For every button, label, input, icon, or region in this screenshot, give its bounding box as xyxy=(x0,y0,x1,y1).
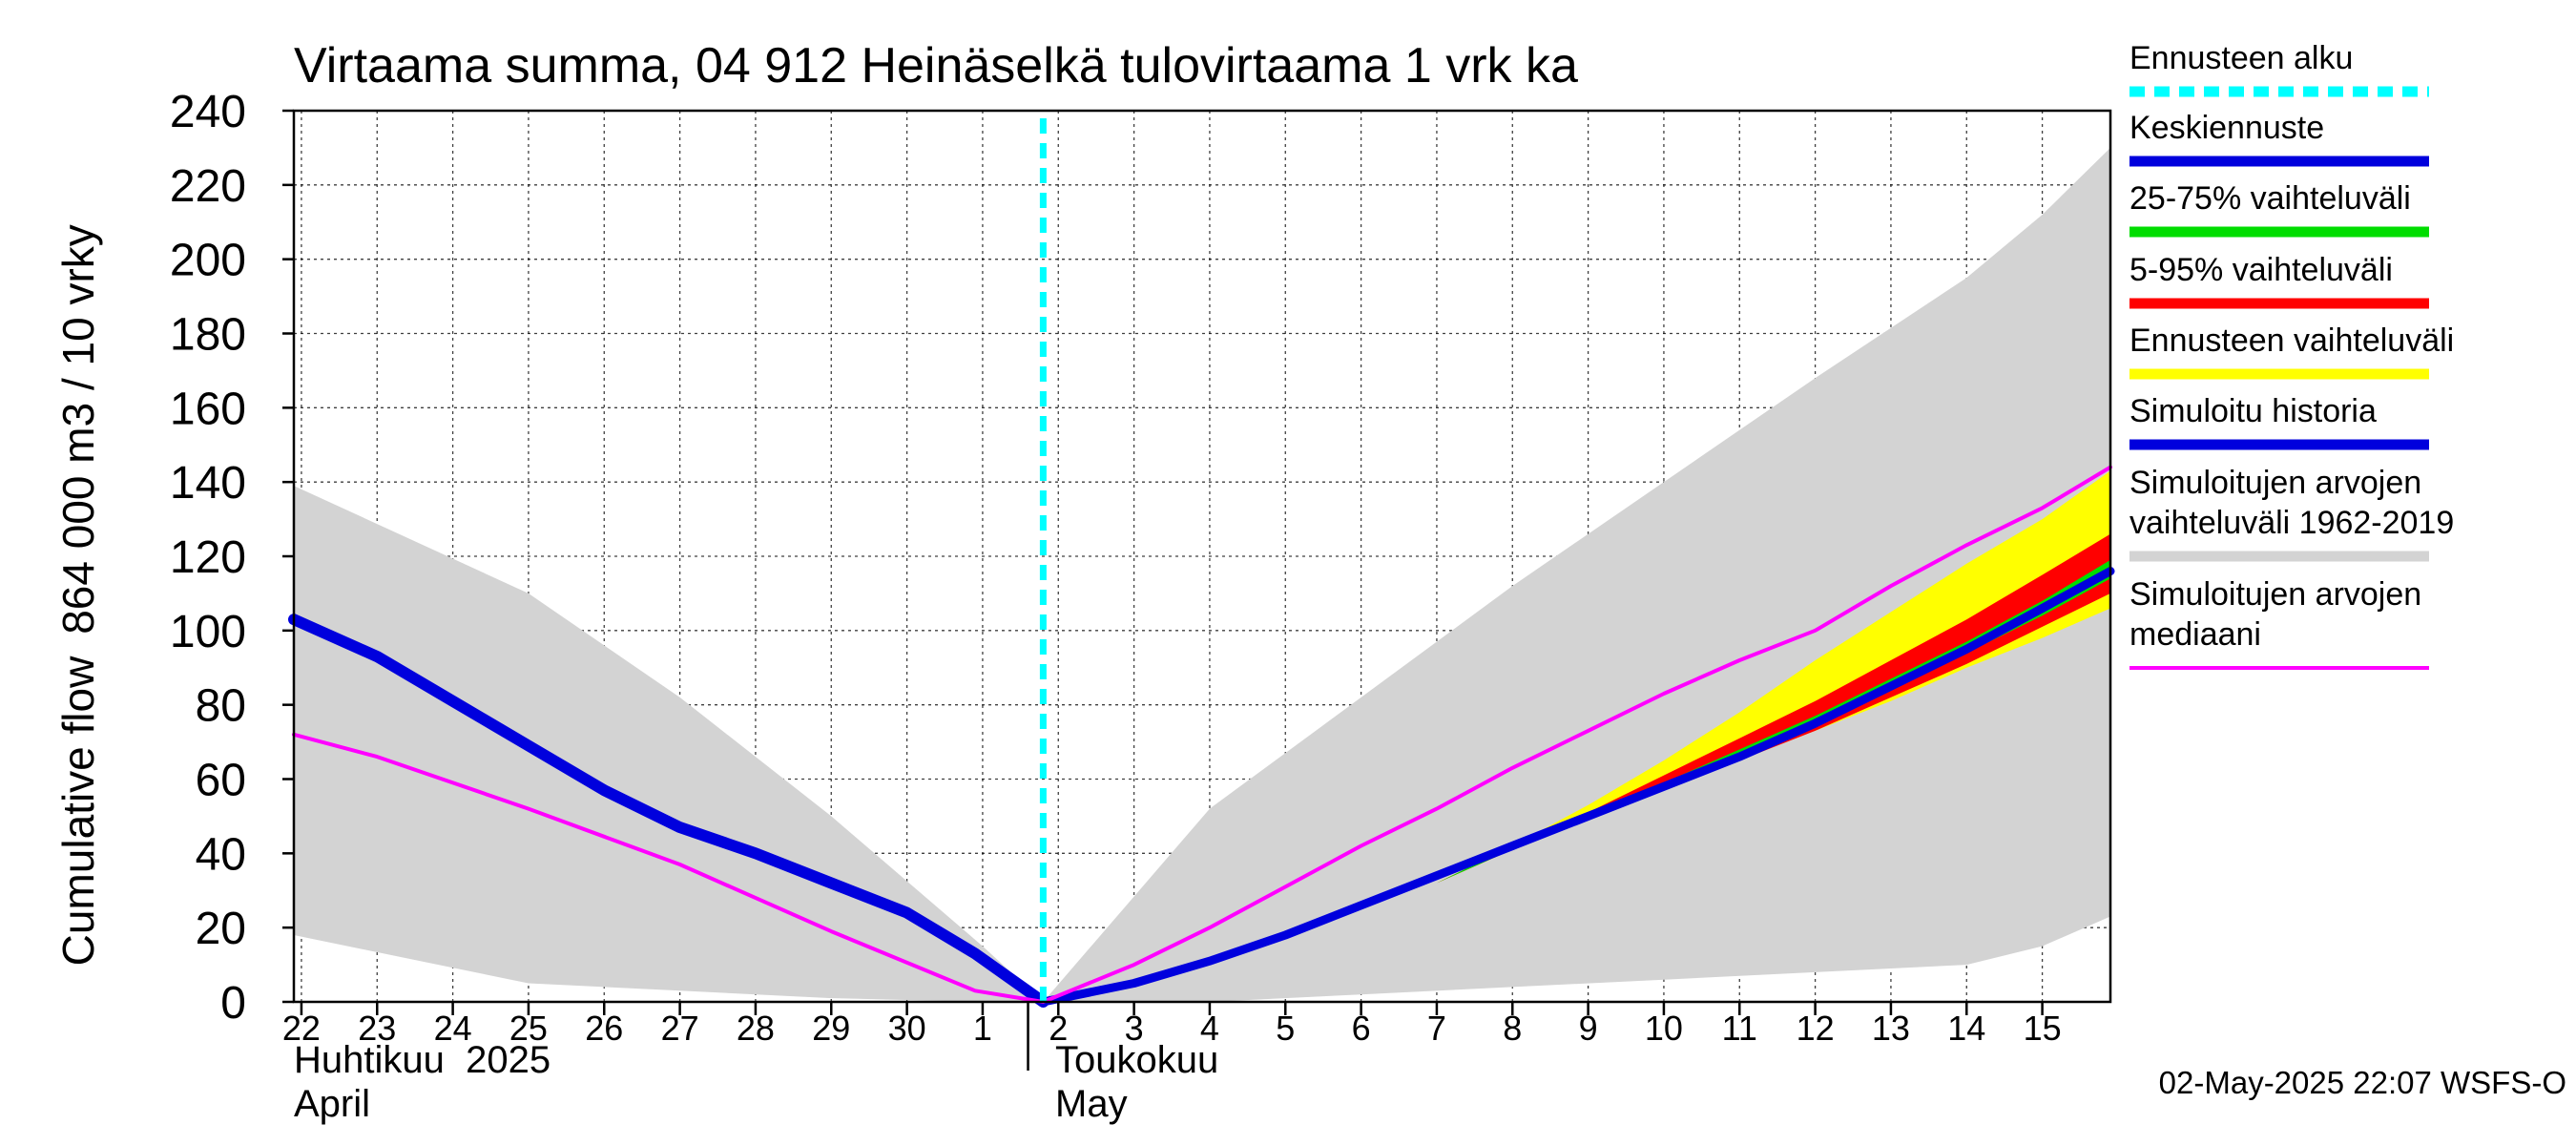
y-tick-label: 80 xyxy=(196,681,246,732)
legend-label: Simuloitujen arvojen xyxy=(2129,465,2421,501)
y-tick-label: 180 xyxy=(170,310,246,361)
x-tick-label: 13 xyxy=(1872,1009,1910,1048)
legend-label: Keskiennuste xyxy=(2129,110,2324,146)
y-tick-label: 240 xyxy=(170,87,246,137)
month-label-may-en: May xyxy=(1055,1083,1128,1125)
x-tick-label: 8 xyxy=(1503,1009,1522,1048)
y-tick-label: 0 xyxy=(220,978,246,1029)
chart-title: Virtaama summa, 04 912 Heinäselkä tulovi… xyxy=(294,38,1578,94)
x-tick-label: 12 xyxy=(1797,1009,1835,1048)
month-label-may-fi: Toukokuu xyxy=(1055,1039,1218,1081)
x-tick-label: 25 xyxy=(509,1009,548,1048)
y-axis: 0 20 40 60 80 100 120 140 160 180 200 220 240 xyxy=(170,87,294,1029)
y-tick-label: 220 xyxy=(170,161,246,212)
legend-label: Ennusteen vaihteluväli xyxy=(2129,323,2454,359)
timestamp-footer: 02-May-2025 22:07 WSFS-O xyxy=(2159,1065,2566,1100)
y-tick-label: 200 xyxy=(170,236,246,286)
band-simuloitujen-arvojen-vaihteluv-li-1962-2019 xyxy=(294,147,2110,1002)
x-tick-label: 10 xyxy=(1645,1009,1683,1048)
y-tick-label: 20 xyxy=(196,904,246,954)
y-axis-label-finnish: 864 000 m3 / 10 vrky xyxy=(53,224,103,635)
x-tick-label: 24 xyxy=(434,1009,472,1048)
y-axis-label-english: Cumulative flow xyxy=(53,656,103,966)
x-axis: 22 23 24 25 26 27 28 29 30 1 2 3 4 5 6 7 8 9 10 11 12 13 14 15 xyxy=(282,1002,2062,1071)
x-tick-label: 11 xyxy=(1722,1009,1757,1048)
x-tick-label: 5 xyxy=(1276,1009,1295,1048)
x-tick-label: 15 xyxy=(2024,1009,2062,1048)
month-label-april-fi: Huhtikuu 2025 xyxy=(294,1039,551,1081)
plot-area xyxy=(288,109,2115,1008)
x-tick-label: 9 xyxy=(1579,1009,1598,1048)
legend: Ennusteen alku Keskiennuste 25-75% vaihtel… xyxy=(2129,40,2454,670)
y-tick-label: 160 xyxy=(170,384,246,434)
y-tick-label: 40 xyxy=(196,829,246,880)
y-tick-label: 60 xyxy=(196,756,246,806)
line-keskiennuste xyxy=(1038,567,2115,1007)
x-tick-label: 28 xyxy=(737,1009,775,1048)
x-tick-label: 4 xyxy=(1200,1009,1219,1048)
legend-label: Simuloitu historia xyxy=(2129,393,2377,429)
x-tick-label: 14 xyxy=(1947,1009,1985,1048)
x-tick-label: 3 xyxy=(1125,1009,1144,1048)
month-label-april-en: April xyxy=(294,1083,370,1125)
x-tick-label: 23 xyxy=(358,1009,396,1048)
y-tick-label: 120 xyxy=(170,532,246,583)
x-tick-label: 6 xyxy=(1352,1009,1371,1048)
legend-label: Simuloitujen arvojen xyxy=(2129,576,2421,613)
legend-label: mediaani xyxy=(2129,616,2261,653)
x-tick-label: 1 xyxy=(973,1009,992,1048)
legend-label: Ennusteen alku xyxy=(2129,40,2353,76)
x-tick-label: 29 xyxy=(812,1009,850,1048)
legend-label: 5-95% vaihteluväli xyxy=(2129,252,2393,288)
legend-label: vaihteluväli 1962-2019 xyxy=(2129,505,2454,541)
y-tick-label: 100 xyxy=(170,607,246,657)
x-tick-label: 22 xyxy=(282,1009,321,1048)
y-tick-label: 140 xyxy=(170,458,246,509)
line-simuloitu-historia xyxy=(288,614,1049,1008)
x-tick-label: 2 xyxy=(1049,1009,1068,1048)
x-tick-label: 7 xyxy=(1427,1009,1446,1048)
line-simuloitujen-arvojen-mediaani xyxy=(292,465,2112,1004)
x-tick-label: 26 xyxy=(585,1009,623,1048)
x-tick-label: 27 xyxy=(661,1009,699,1048)
x-tick-label: 30 xyxy=(888,1009,926,1048)
legend-label: 25-75% vaihteluväli xyxy=(2129,180,2411,217)
